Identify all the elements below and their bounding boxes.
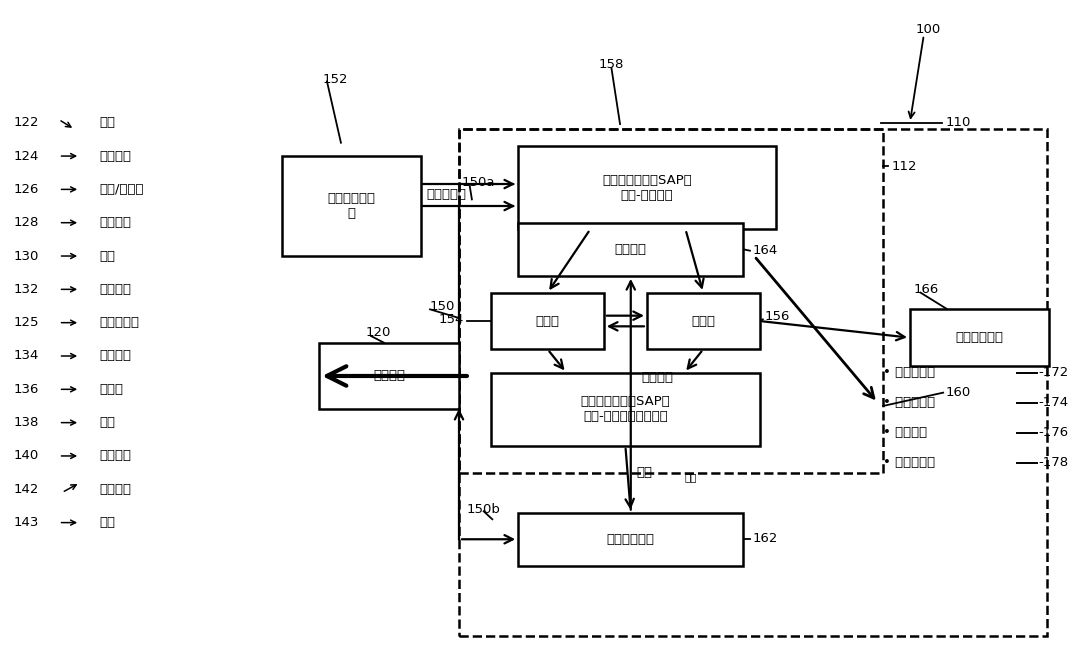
Text: 界限: 界限 xyxy=(685,472,697,482)
Text: 海拔: 海拔 xyxy=(99,516,116,529)
Text: 110: 110 xyxy=(945,116,971,129)
Text: 攻角: 攻角 xyxy=(99,116,116,129)
Text: 攻角控制法则: 攻角控制法则 xyxy=(607,533,654,546)
Text: 154: 154 xyxy=(438,313,464,326)
Text: 档位位置: 档位位置 xyxy=(99,283,132,296)
Text: 156: 156 xyxy=(765,310,791,323)
Bar xyxy=(491,373,759,446)
Bar xyxy=(282,156,421,256)
Text: -174: -174 xyxy=(1039,396,1069,409)
Text: 132: 132 xyxy=(14,283,39,296)
Bar xyxy=(647,293,759,349)
Text: • 升降舵命令: • 升降舵命令 xyxy=(883,366,935,379)
Text: 150b: 150b xyxy=(467,503,500,516)
Bar xyxy=(518,513,743,566)
Text: 150: 150 xyxy=(430,300,456,312)
Text: 120: 120 xyxy=(366,326,391,339)
Text: 100: 100 xyxy=(915,23,941,36)
Text: 攻角速率: 攻角速率 xyxy=(99,482,132,496)
Text: 地形防撞系统: 地形防撞系统 xyxy=(956,331,1003,344)
Text: 142: 142 xyxy=(14,482,39,496)
Text: 减速板位置: 减速板位置 xyxy=(99,316,139,329)
Bar xyxy=(518,222,743,276)
Text: 飞机响应: 飞机响应 xyxy=(615,243,647,256)
Text: 存储器: 存储器 xyxy=(691,314,715,327)
Text: 失速误用保护（SAP）
功能-激活逻辑: 失速误用保护（SAP） 功能-激活逻辑 xyxy=(602,174,692,202)
Text: 总重量: 总重量 xyxy=(99,383,123,396)
Text: 飞机状态: 飞机状态 xyxy=(374,370,405,382)
Text: 襟翼位置: 襟翼位置 xyxy=(99,150,132,163)
Bar xyxy=(459,130,1048,636)
Text: 122: 122 xyxy=(14,116,39,129)
Text: 130: 130 xyxy=(14,249,39,263)
Text: 积冰状态: 积冰状态 xyxy=(99,216,132,229)
Text: 俯仰速率: 俯仰速率 xyxy=(99,450,132,462)
Text: -178: -178 xyxy=(1039,456,1069,469)
Text: 164: 164 xyxy=(752,244,778,257)
Text: 140: 140 xyxy=(14,450,39,462)
Text: 112: 112 xyxy=(892,159,917,173)
Text: 重心: 重心 xyxy=(99,416,116,429)
Text: 126: 126 xyxy=(14,183,39,196)
Text: 125: 125 xyxy=(14,316,39,329)
Text: 158: 158 xyxy=(598,58,624,71)
Text: 150a: 150a xyxy=(461,176,495,190)
Text: 166: 166 xyxy=(913,283,939,296)
Bar xyxy=(518,146,775,229)
Text: 推力: 推力 xyxy=(99,249,116,263)
Bar xyxy=(909,309,1050,366)
Text: 柱或杆输入: 柱或杆输入 xyxy=(427,187,467,200)
Text: 飞行员控制输
入: 飞行员控制输 入 xyxy=(327,192,376,220)
Text: -176: -176 xyxy=(1039,426,1069,439)
Text: -172: -172 xyxy=(1039,366,1069,379)
Text: 128: 128 xyxy=(14,216,39,229)
Text: 134: 134 xyxy=(14,349,39,362)
Bar xyxy=(320,343,459,409)
Text: 纵向命令: 纵向命令 xyxy=(642,371,674,384)
Text: • 扰流板命令: • 扰流板命令 xyxy=(883,456,935,469)
Text: 空速/马赫数: 空速/马赫数 xyxy=(99,183,144,196)
Text: 负荷系数: 负荷系数 xyxy=(99,349,132,362)
Bar xyxy=(459,130,883,472)
Text: 152: 152 xyxy=(323,73,348,86)
Text: 138: 138 xyxy=(14,416,39,429)
Text: 124: 124 xyxy=(14,150,39,163)
Text: • 推力命令: • 推力命令 xyxy=(883,426,927,439)
Text: 143: 143 xyxy=(14,516,39,529)
Bar xyxy=(491,293,604,349)
Text: 失速误用保护（SAP）
功能-攻角界限选择逻辑: 失速误用保护（SAP） 功能-攻角界限选择逻辑 xyxy=(581,395,671,423)
Text: 处理器: 处理器 xyxy=(536,314,559,327)
Text: 160: 160 xyxy=(945,386,971,399)
Text: 攻角: 攻角 xyxy=(636,466,652,479)
Text: • 稳定翼命令: • 稳定翼命令 xyxy=(883,396,935,409)
Text: 162: 162 xyxy=(752,532,778,545)
Text: 136: 136 xyxy=(14,383,39,396)
